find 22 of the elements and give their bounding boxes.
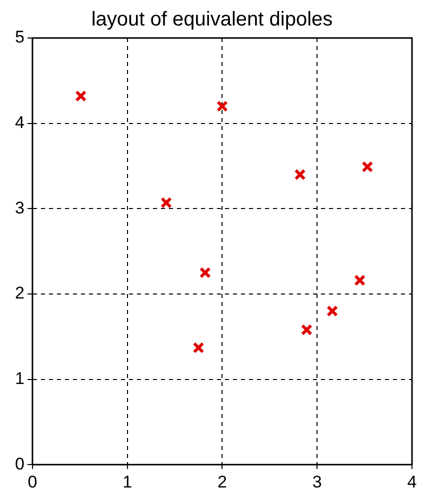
point xyxy=(216,100,228,112)
y-tick-label: 2 xyxy=(14,284,24,303)
point xyxy=(192,342,204,354)
x-tick-label: 2 xyxy=(217,472,227,492)
point xyxy=(354,274,366,286)
y-tick-label: 4 xyxy=(14,113,24,132)
point xyxy=(75,90,87,102)
point xyxy=(362,161,374,173)
point xyxy=(160,196,172,208)
x-tick-label: 4 xyxy=(407,472,417,492)
x-tick-label: 1 xyxy=(122,472,132,492)
point xyxy=(300,324,312,336)
point xyxy=(326,305,338,317)
chart-title: layout of equivalent dipoles xyxy=(91,8,333,31)
point xyxy=(199,266,211,278)
y-tick-label: 3 xyxy=(14,198,24,218)
y-tick-label: 1 xyxy=(14,368,24,388)
point xyxy=(294,168,306,180)
y-tick-label: 5 xyxy=(14,28,24,47)
x-tick-label: 0 xyxy=(28,472,38,492)
x-tick-label: 3 xyxy=(312,472,322,492)
y-tick-label: 0 xyxy=(14,454,24,474)
